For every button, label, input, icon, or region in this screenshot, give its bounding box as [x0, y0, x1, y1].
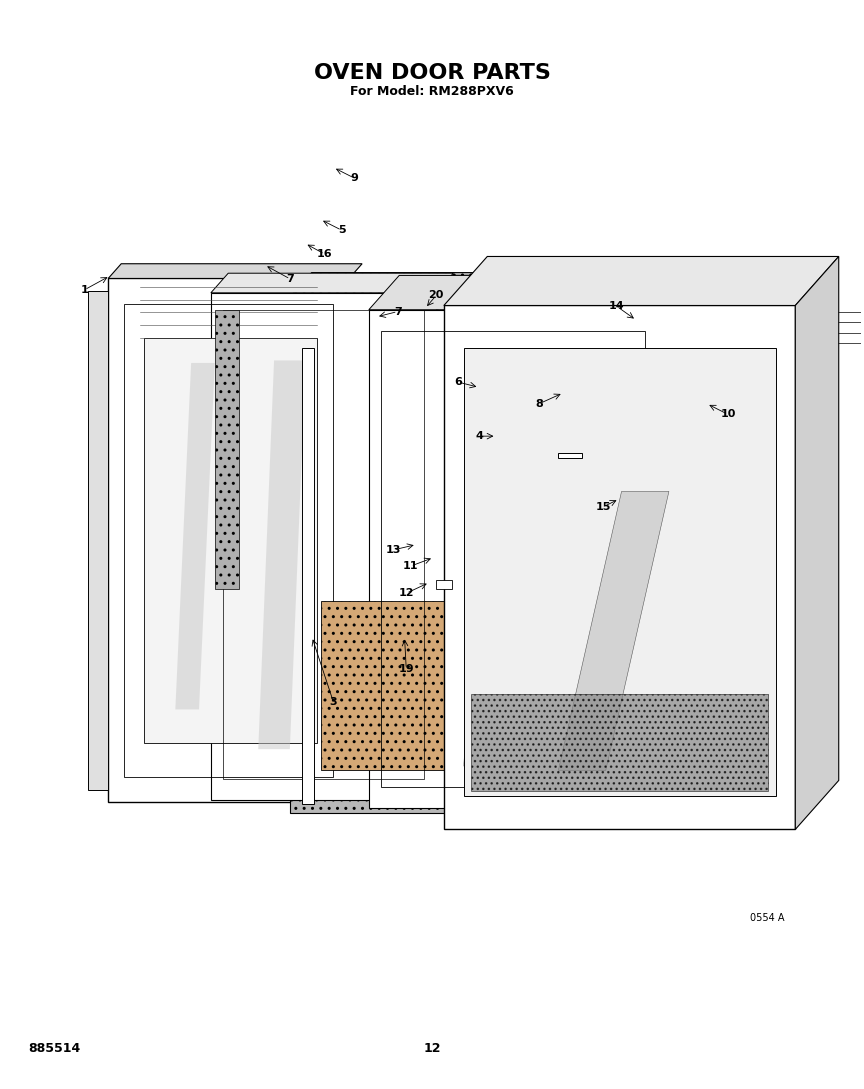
Polygon shape — [444, 306, 795, 830]
Polygon shape — [175, 363, 215, 709]
Polygon shape — [464, 352, 535, 766]
Polygon shape — [258, 360, 306, 749]
Polygon shape — [321, 601, 530, 770]
Polygon shape — [558, 453, 582, 457]
Text: 12: 12 — [398, 588, 414, 598]
Text: 8: 8 — [536, 399, 543, 408]
Polygon shape — [289, 297, 547, 812]
Text: 7: 7 — [394, 307, 402, 317]
Text: 20: 20 — [429, 291, 444, 301]
Text: 4: 4 — [475, 431, 483, 441]
Polygon shape — [215, 309, 238, 588]
Polygon shape — [444, 257, 839, 306]
Polygon shape — [558, 491, 669, 770]
Text: 1: 1 — [80, 285, 88, 295]
Polygon shape — [108, 279, 349, 803]
Polygon shape — [436, 580, 452, 588]
Polygon shape — [289, 272, 569, 297]
Text: 6: 6 — [454, 377, 461, 387]
Polygon shape — [369, 276, 688, 309]
Polygon shape — [88, 291, 108, 790]
Text: 0554 A: 0554 A — [750, 914, 785, 923]
Text: 19: 19 — [398, 664, 414, 674]
Text: 9: 9 — [351, 173, 359, 183]
Polygon shape — [464, 347, 776, 796]
Polygon shape — [302, 347, 314, 804]
Text: 15: 15 — [596, 502, 612, 512]
Text: 16: 16 — [317, 249, 333, 259]
Text: OVEN DOOR PARTS: OVEN DOOR PARTS — [314, 63, 550, 83]
Text: 10: 10 — [721, 409, 736, 419]
Text: 7: 7 — [287, 274, 295, 284]
Text: 14: 14 — [609, 302, 625, 311]
Text: 12: 12 — [423, 1042, 441, 1055]
Text: 5: 5 — [338, 225, 346, 235]
Text: 11: 11 — [403, 561, 418, 571]
Polygon shape — [108, 264, 362, 279]
Text: For Model: RM288PXV6: For Model: RM288PXV6 — [350, 85, 514, 98]
Polygon shape — [795, 257, 839, 830]
Polygon shape — [369, 309, 658, 808]
Polygon shape — [211, 293, 436, 799]
Polygon shape — [211, 273, 454, 293]
Text: 13: 13 — [385, 544, 401, 555]
Text: 885514: 885514 — [29, 1042, 80, 1055]
Polygon shape — [143, 338, 317, 744]
Polygon shape — [472, 694, 767, 792]
Text: 3: 3 — [329, 697, 337, 707]
